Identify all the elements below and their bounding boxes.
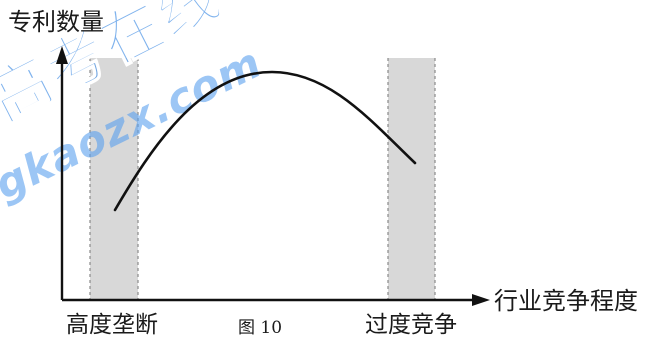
excessive-competition-zone xyxy=(387,58,436,300)
high-monopoly-zone-fill xyxy=(90,58,138,300)
high-monopoly-zone xyxy=(89,58,139,300)
y-axis-label: 专利数量 xyxy=(8,8,104,36)
patent-curve xyxy=(113,70,417,212)
excessive-competition-zone-fill xyxy=(388,58,435,300)
y-axis-arrow-icon xyxy=(56,46,68,64)
left-zone-label: 高度垄断 xyxy=(66,312,158,338)
x-axis-arrow-icon xyxy=(472,294,490,306)
x-axis-label: 行业竞争程度 xyxy=(494,287,638,315)
right-zone-label: 过度竞争 xyxy=(365,312,457,338)
figure-caption: 图 10 xyxy=(238,318,282,338)
